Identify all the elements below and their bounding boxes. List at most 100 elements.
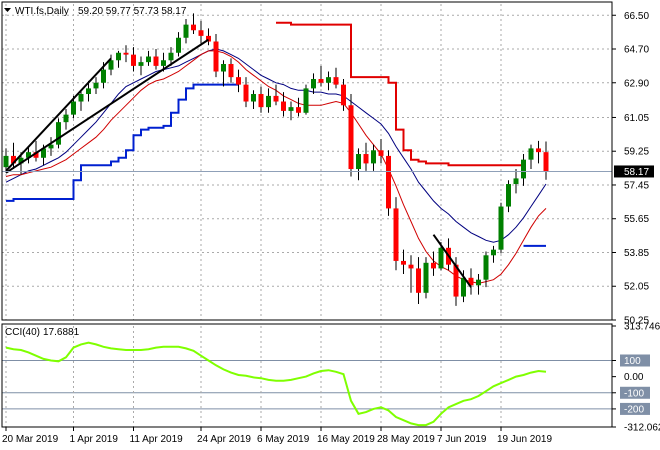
candle-down xyxy=(401,260,406,265)
candle-up xyxy=(288,107,294,111)
price-tick-label: 50.25 xyxy=(624,316,649,327)
candle-down xyxy=(536,148,541,153)
cci-grid xyxy=(2,326,612,427)
cci-tick-label: -312.062 xyxy=(624,423,660,434)
candle-down xyxy=(153,56,159,66)
triangle-down-icon xyxy=(4,8,11,12)
cci-level-marker xyxy=(620,386,650,399)
time-tick-label: 1 Apr 2019 xyxy=(70,434,119,445)
cci-level-marker xyxy=(620,354,650,367)
price-tick-label: 52.05 xyxy=(624,282,649,293)
candle-up xyxy=(461,277,466,297)
candle-down xyxy=(236,77,241,85)
cci-pane-frame xyxy=(1,323,613,428)
cci-tick-label: 0.00 xyxy=(624,372,644,383)
candle-up xyxy=(93,82,99,89)
candle-up xyxy=(41,148,46,158)
candle-down xyxy=(318,79,324,83)
candle-down xyxy=(33,152,39,158)
envelope-lines xyxy=(6,21,546,247)
candle-up xyxy=(521,159,526,179)
candle-down xyxy=(453,264,459,297)
candle-up xyxy=(3,155,9,168)
chart-header: WTI.fs,Daily 59.20 59.77 57.73 58.17 xyxy=(4,6,187,17)
candle-up xyxy=(146,56,151,63)
chart-frames xyxy=(1,1,613,428)
lower-envelope-line xyxy=(6,83,239,202)
candle-down xyxy=(386,155,391,209)
time-tick-label: 16 May 2019 xyxy=(317,434,375,445)
trendlines xyxy=(2,38,612,288)
candlestick-series xyxy=(3,13,549,306)
candle-up xyxy=(356,154,361,170)
time-tick-label: 7 Jun 2019 xyxy=(437,434,487,445)
time-tick-label: 6 May 2019 xyxy=(257,434,310,445)
price-tick-label: 55.65 xyxy=(624,214,649,225)
candle-up xyxy=(506,184,511,207)
candle-down xyxy=(281,101,286,111)
candle-down xyxy=(378,150,384,156)
cci-level-label: -100 xyxy=(624,388,644,399)
candle-down xyxy=(431,262,436,269)
candle-down xyxy=(213,41,219,72)
time-tick-label: 20 Mar 2019 xyxy=(2,434,59,445)
ohlc-readout: 59.20 59.77 57.73 58.17 xyxy=(78,6,187,17)
candle-down xyxy=(191,24,196,31)
cci-axis: 313.746 100 0.00 -100 -200 -312.062 xyxy=(612,322,660,434)
candle-up xyxy=(498,206,504,250)
symbol-label: WTI.fs,Daily xyxy=(15,6,69,17)
candle-down xyxy=(363,154,369,164)
time-tick-label: 19 Jun 2019 xyxy=(497,434,552,445)
candle-up xyxy=(26,152,31,158)
candle-up xyxy=(303,88,309,113)
candle-down xyxy=(416,268,421,293)
candle-down xyxy=(468,277,474,286)
main-pane-frame xyxy=(1,1,613,321)
time-tick-label: 11 Apr 2019 xyxy=(130,434,184,445)
candle-down xyxy=(333,77,339,85)
candle-up xyxy=(101,69,106,83)
cci-level-label: -200 xyxy=(624,404,644,415)
candle-up xyxy=(56,122,61,145)
candle-down xyxy=(123,52,129,55)
candle-up xyxy=(438,247,444,269)
candle-up xyxy=(528,148,534,160)
trendline xyxy=(432,234,472,288)
candle-up xyxy=(18,157,24,164)
candle-up xyxy=(371,150,376,164)
current-price-marker xyxy=(614,165,654,178)
candle-up xyxy=(251,94,256,102)
candle-up xyxy=(513,178,519,185)
price-tick-label: 59.25 xyxy=(624,147,649,158)
candle-down xyxy=(341,84,346,106)
price-axis: 66.50 64.70 62.90 61.05 59.25 57.45 55.65 53.85… xyxy=(612,11,654,327)
cci-name-label: CCI(40) xyxy=(5,327,40,338)
price-tick-label: 62.90 xyxy=(624,78,649,89)
candle-down xyxy=(273,95,279,102)
price-tick-label: 66.50 xyxy=(624,11,649,22)
candle-up xyxy=(183,24,189,38)
candle-down xyxy=(243,84,249,102)
cci-tick-label: 313.746 xyxy=(624,322,660,333)
candle-up xyxy=(168,52,174,61)
cci-header: CCI(40) 17.6881 xyxy=(5,327,80,338)
candle-up xyxy=(71,101,76,115)
candle-down xyxy=(198,30,204,36)
candle-down xyxy=(296,107,301,113)
candle-up xyxy=(78,94,84,102)
candle-down xyxy=(408,264,414,269)
candle-down xyxy=(393,208,399,261)
candle-up xyxy=(266,95,271,108)
candle-up xyxy=(48,144,54,149)
cci-level-label: 100 xyxy=(624,356,641,367)
candle-up xyxy=(423,262,429,293)
cci-line-group xyxy=(5,341,547,427)
candle-down xyxy=(131,54,136,66)
time-tick-label: 24 Apr 2019 xyxy=(197,434,251,445)
cci-value-label: 17.6881 xyxy=(43,327,80,338)
candle-up xyxy=(138,62,144,66)
candle-up xyxy=(108,60,114,70)
price-tick-label: 53.85 xyxy=(624,248,649,259)
candle-down xyxy=(11,155,16,164)
